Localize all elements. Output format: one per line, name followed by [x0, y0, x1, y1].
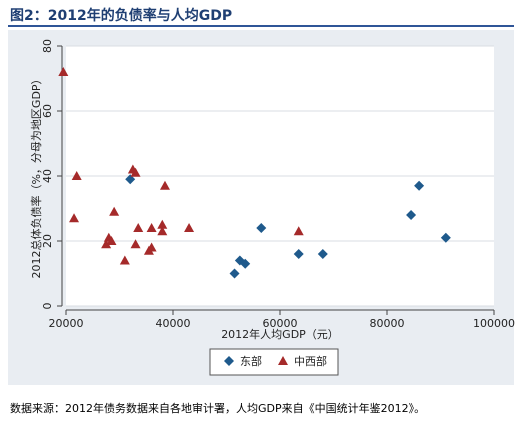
x-tick-label: 40000 — [156, 317, 191, 330]
east-data-point — [293, 249, 304, 259]
legend: 东部 中西部 — [209, 348, 339, 376]
central-west-data-point — [146, 223, 157, 232]
central-west-data-point — [58, 67, 69, 76]
central-west-data-point — [146, 242, 157, 252]
central-west-data-point — [157, 219, 168, 229]
east-data-point — [229, 268, 240, 279]
east-data-point — [406, 210, 417, 220]
central-west-data-point — [109, 206, 120, 216]
central-west-data-point — [293, 226, 304, 236]
x-tick-label: 60000 — [263, 317, 298, 330]
x-tick-label: 80000 — [370, 317, 405, 330]
y-tick-label: 20 — [41, 234, 54, 248]
x-ticks: 20000 40000 60000 80000 100000 — [49, 310, 515, 330]
y-tick-label: 80 — [41, 39, 54, 53]
title-rule — [8, 25, 514, 27]
figure-title: 图2：2012年的负债率与人均GDP — [10, 8, 233, 24]
central-west-data-point — [157, 226, 168, 236]
east-data-point — [317, 249, 328, 259]
data-points — [58, 67, 451, 279]
central-west-data-point — [159, 180, 170, 190]
x-tick-label: 100000 — [473, 317, 515, 330]
central-west-data-point — [101, 239, 112, 249]
y-ticks: 0 20 40 60 80 — [41, 39, 62, 310]
legend-label-east: 东部 — [240, 354, 262, 368]
central-west-data-point — [71, 171, 82, 180]
east-data-point — [256, 223, 267, 233]
y-axis-label: 2012总体负债率（%，分母为地区GDP） — [29, 73, 43, 278]
central-west-data-point — [106, 236, 117, 245]
y-tick-label: 40 — [41, 169, 54, 183]
y-tick-label: 0 — [41, 303, 54, 310]
x-axis-label: 2012年人均GDP（元） — [221, 327, 339, 341]
legend-label-central-west: 中西部 — [294, 354, 327, 368]
east-data-point — [240, 258, 251, 269]
y-tick-label: 60 — [41, 104, 54, 118]
source-note: 数据来源：2012年债务数据来自各地审计署，人均GDP来自《中国统计年鉴2012… — [10, 402, 426, 415]
legend-marker-central-west — [278, 356, 288, 365]
central-west-data-point — [133, 223, 144, 232]
east-data-point — [414, 180, 425, 191]
central-west-data-point — [184, 223, 195, 232]
east-data-point — [440, 232, 451, 243]
central-west-data-point — [130, 167, 141, 177]
central-west-data-point — [130, 239, 141, 249]
x-tick-label: 20000 — [49, 317, 84, 330]
central-west-data-point — [69, 213, 80, 223]
legend-marker-east — [224, 356, 234, 366]
central-west-data-point — [119, 255, 130, 265]
